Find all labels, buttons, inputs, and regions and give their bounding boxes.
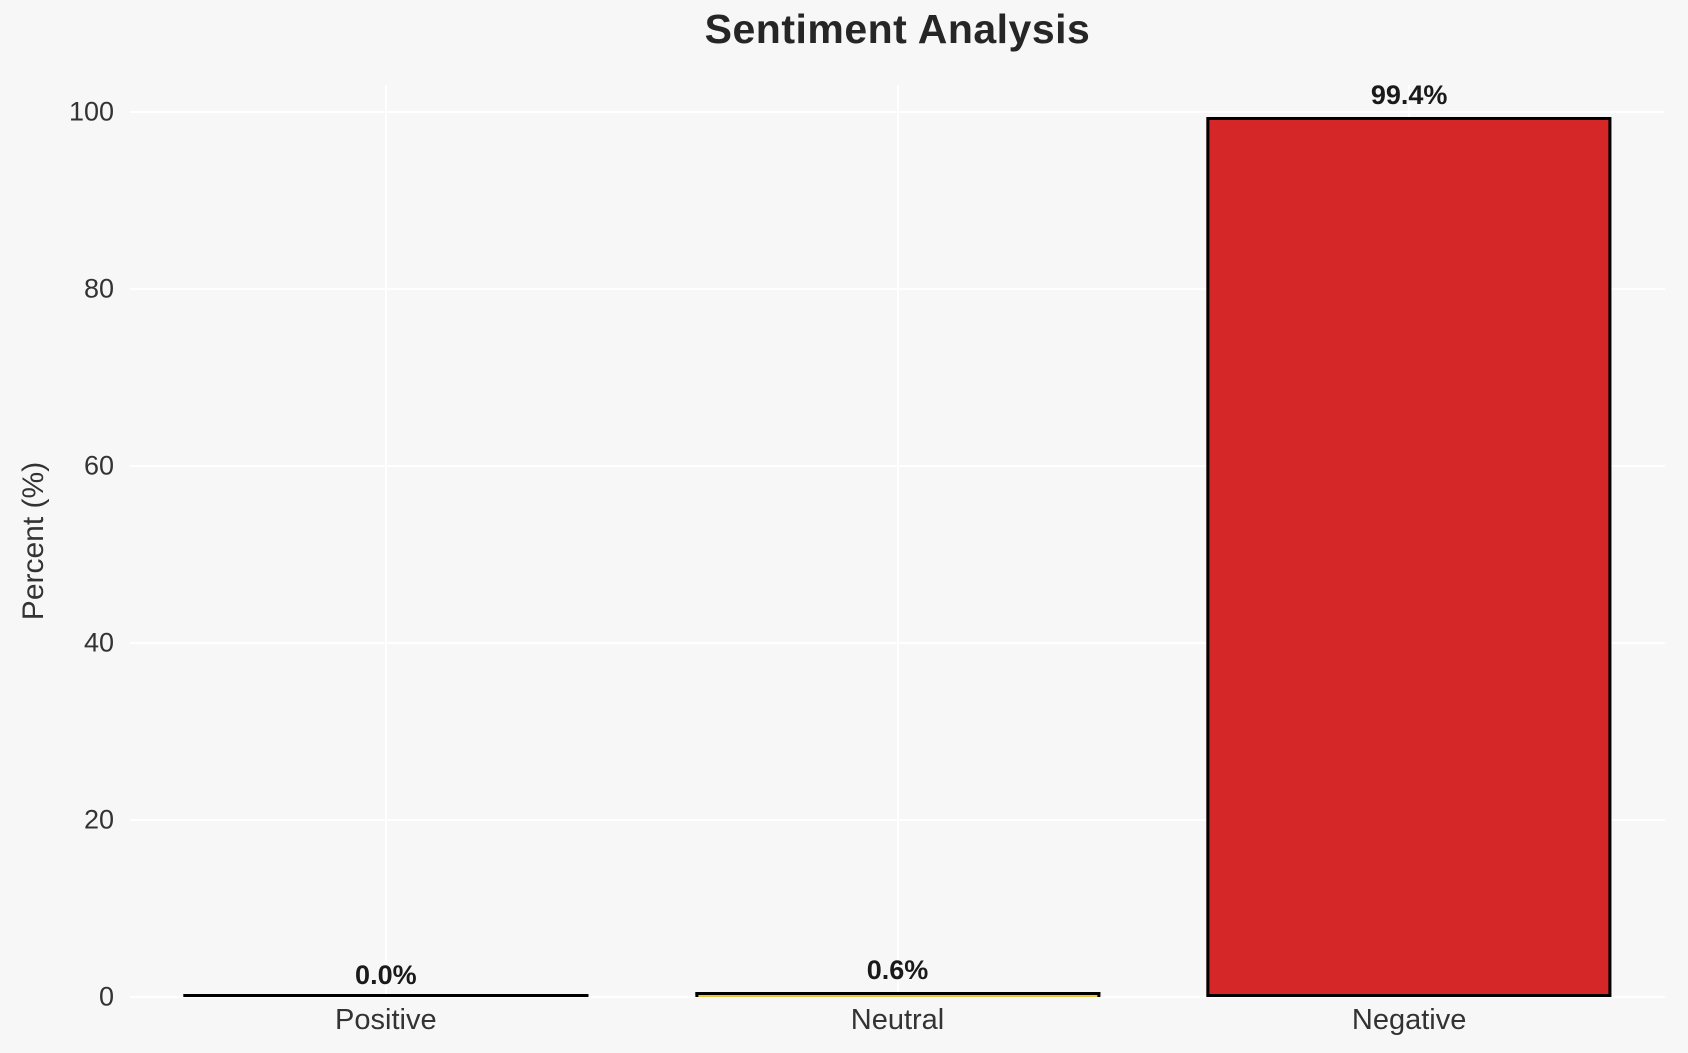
vertical-gridline [896, 85, 899, 997]
bar-value-label: 99.4% [1370, 79, 1448, 110]
plot-area: 0 20 40 60 80 100 0.0% Positive 0.6% Neutral 99.4%… [69, 79, 1665, 1035]
bar-positive [183, 994, 589, 997]
y-tick-label: 80 [83, 273, 114, 304]
y-tick-label: 20 [83, 804, 114, 835]
horizontal-gridline [130, 996, 1665, 998]
y-tick-label: 40 [83, 627, 114, 658]
vertical-gridline [384, 85, 387, 997]
x-tick-label: Neutral [850, 1004, 945, 1036]
y-tick-label: 0 [98, 981, 114, 1012]
chart-title: Sentiment Analysis [704, 6, 1091, 52]
bar-negative [1206, 116, 1612, 997]
x-tick-label: Positive [335, 1004, 437, 1036]
y-tick-label: 100 [68, 96, 114, 127]
y-tick-label: 60 [83, 450, 114, 481]
bar-value-label: 0.6% [866, 954, 929, 985]
bar-neutral [694, 991, 1101, 997]
y-axis-label: Percent (%) [17, 461, 50, 621]
x-tick-label: Negative [1351, 1004, 1467, 1036]
bar-value-label: 0.0% [355, 960, 417, 990]
